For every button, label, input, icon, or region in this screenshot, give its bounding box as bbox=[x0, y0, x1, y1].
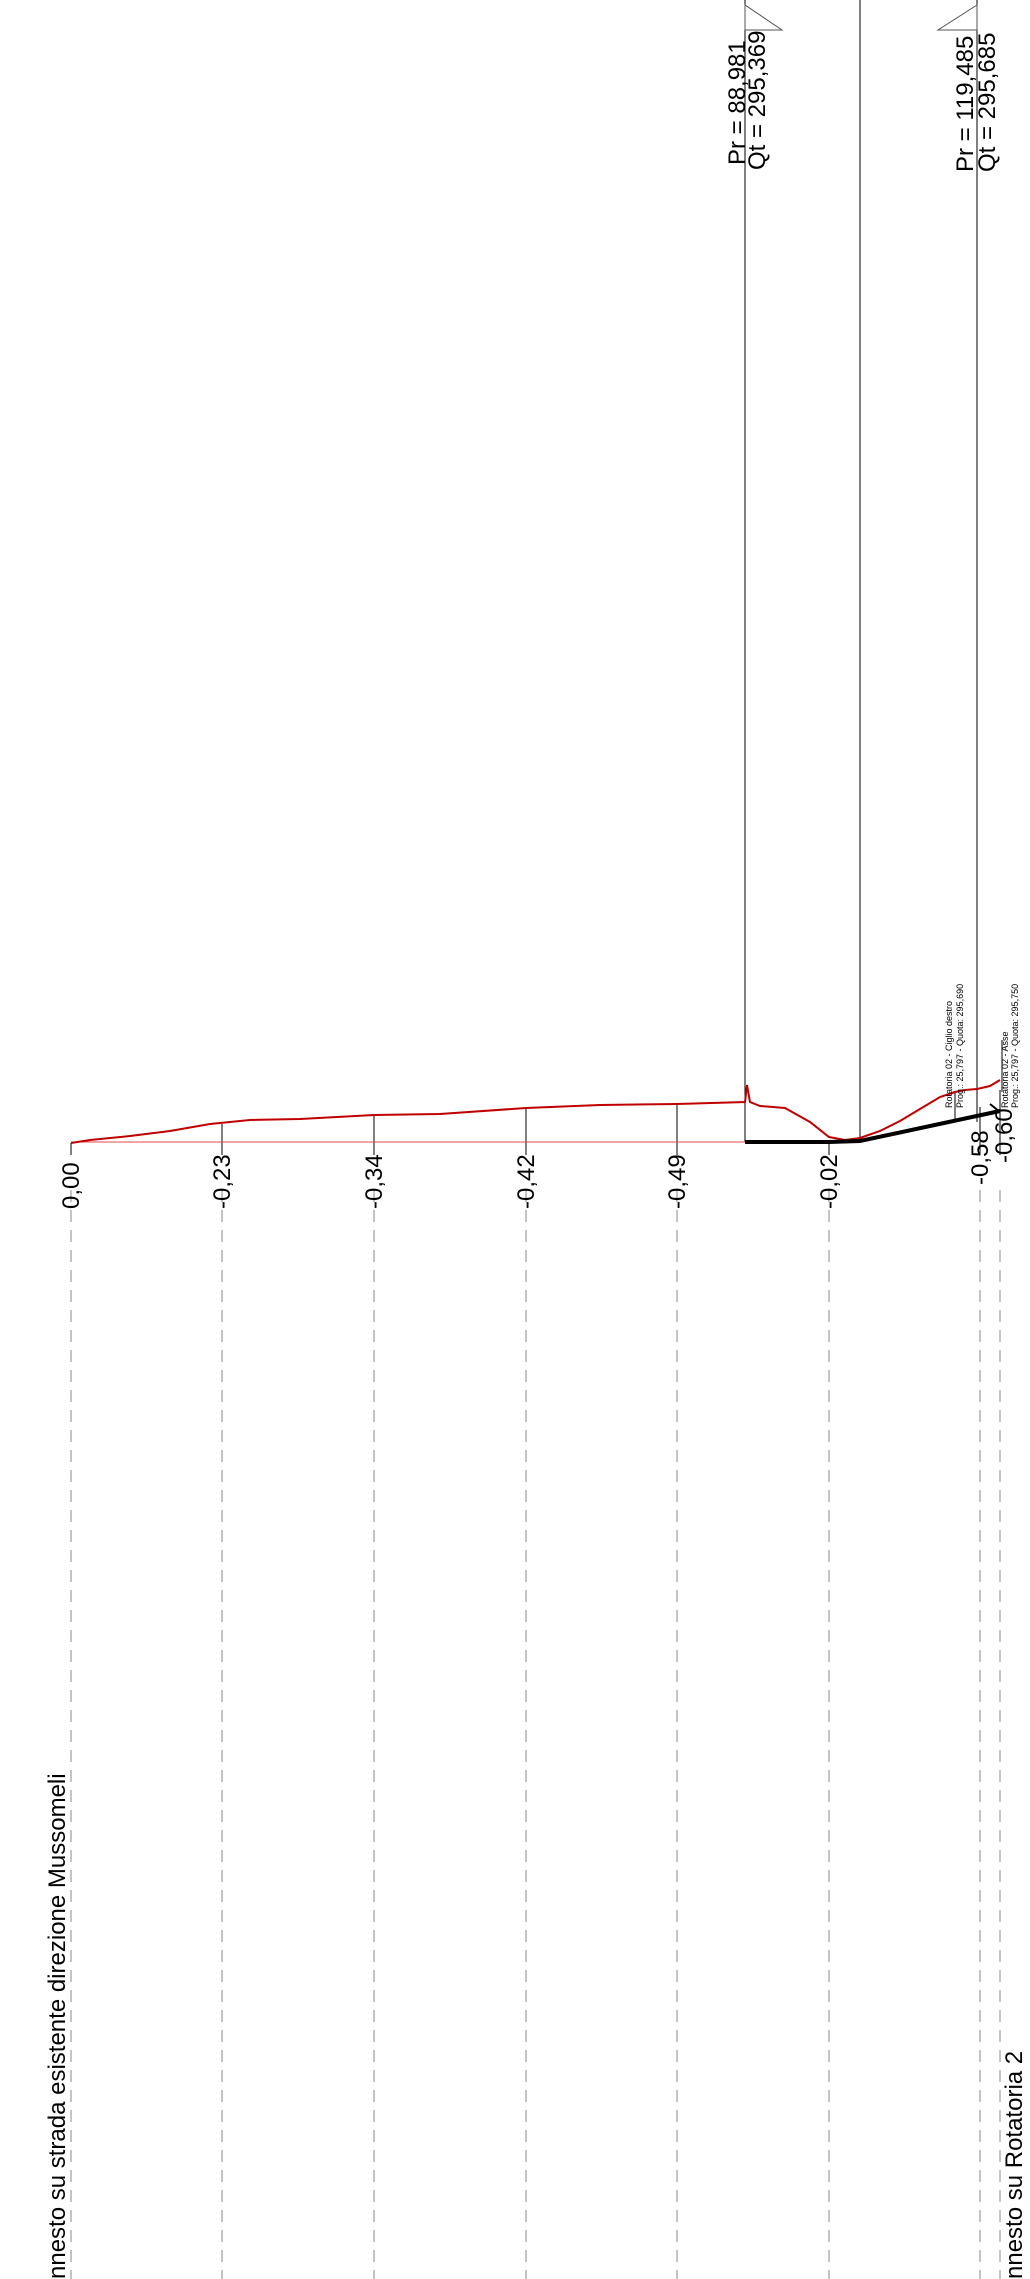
marker-2-qt: Qt = 295,685 bbox=[974, 33, 1001, 172]
marker-2-pr: Pr = 119,485 bbox=[952, 36, 979, 172]
ciglio-line-2: Prog.: 25,797 - Quota: 295,690 bbox=[955, 984, 965, 1108]
label-rotatoria: nnesto su Rotatoria 2 bbox=[1001, 2051, 1028, 2279]
column-value: 0,00 bbox=[58, 1162, 85, 1209]
asse-line-1: Rotatoria 02 - Asse bbox=[1000, 1031, 1010, 1108]
triangle-marker-icon bbox=[744, 4, 784, 31]
triangle-marker-icon bbox=[936, 4, 978, 31]
marker-lines bbox=[744, 0, 978, 1142]
column-value: -0,42 bbox=[513, 1154, 540, 1209]
column-value: -0,34 bbox=[361, 1154, 388, 1209]
asse-line-2: Prog.: 25,797 - Quota: 295,750 bbox=[1010, 984, 1020, 1108]
project-profile bbox=[745, 1109, 1001, 1144]
project-arrow bbox=[989, 1103, 1001, 1113]
column-value: -0,49 bbox=[664, 1154, 691, 1209]
annotation-leaders bbox=[954, 1040, 1003, 1122]
dashed-guides bbox=[70, 1190, 1001, 2279]
column-value: -0,02 bbox=[816, 1154, 843, 1209]
marker-1-pr: Pr = 88,981 bbox=[724, 40, 751, 165]
column-value: -0,23 bbox=[209, 1154, 236, 1209]
marker-1-qt: Qt = 295,369 bbox=[744, 31, 771, 170]
terrain-profile bbox=[70, 1079, 1001, 1144]
label-mussomeli: nnesto su strada esistente direzione Mus… bbox=[44, 1773, 71, 2279]
value-ticks bbox=[70, 1090, 1001, 1155]
column-value: -0,58 bbox=[967, 1130, 994, 1185]
column-value: -0,60 bbox=[991, 1108, 1018, 1163]
ciglio-line-1: Rotatoria 02 - Ciglio destro bbox=[944, 1001, 954, 1108]
